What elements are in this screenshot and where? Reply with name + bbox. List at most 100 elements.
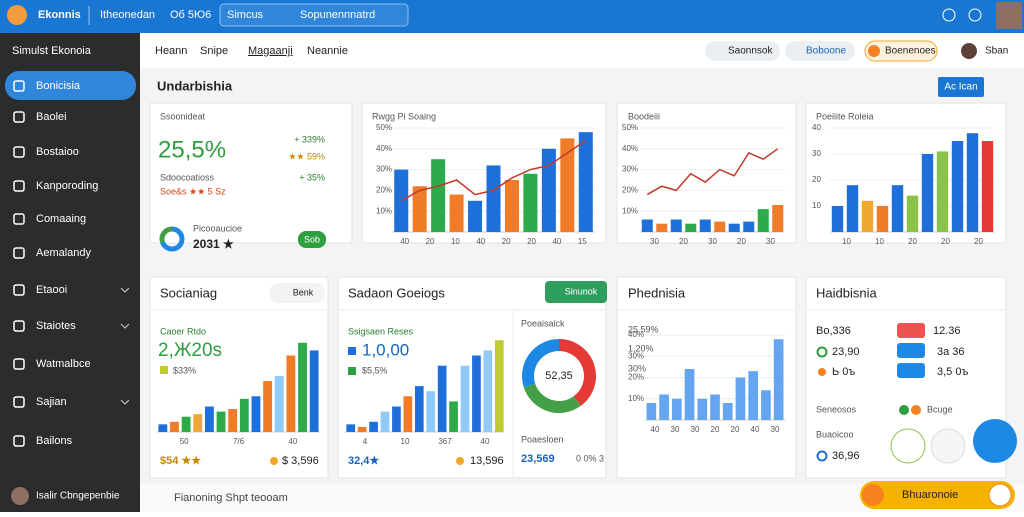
button-label[interactable]: Sob bbox=[304, 234, 320, 244]
active-item[interactable] bbox=[5, 71, 136, 100]
bar bbox=[735, 377, 746, 420]
nav-item[interactable]: Bonicisia bbox=[36, 80, 81, 92]
nav-item[interactable]: Aemalandy bbox=[36, 247, 92, 259]
bar bbox=[437, 365, 447, 432]
y-tick-label: 20% bbox=[376, 186, 392, 195]
side-footer-value: 23,569 bbox=[521, 453, 555, 465]
section-button[interactable] bbox=[938, 77, 984, 97]
tab[interactable]: Neannie bbox=[307, 45, 348, 57]
y-tick-label: 10 bbox=[812, 201, 821, 210]
footer-value: 36,96 bbox=[832, 450, 860, 462]
legend-swatch bbox=[348, 367, 356, 375]
y-tick-label: 10% bbox=[622, 206, 638, 215]
row-label: 23,90 bbox=[832, 346, 860, 358]
row-bar bbox=[897, 363, 925, 378]
section-button-label[interactable]: Ac Ican bbox=[944, 82, 977, 93]
bar bbox=[656, 223, 668, 232]
tab[interactable]: Magaanji bbox=[248, 45, 293, 57]
toolbar-label[interactable]: Saonnsok bbox=[728, 46, 773, 57]
toolbar-button[interactable] bbox=[785, 41, 855, 61]
card-title: Rwgg Pi Soaing bbox=[372, 111, 436, 121]
donut-segment bbox=[523, 383, 581, 413]
icon bbox=[818, 368, 826, 376]
button-label[interactable]: Benk bbox=[293, 287, 314, 297]
icon-button[interactable] bbox=[890, 428, 926, 464]
nav-icon bbox=[13, 247, 25, 259]
search-placeholder[interactable]: Sopunennnatrd bbox=[300, 9, 375, 21]
bar bbox=[216, 411, 226, 432]
bar bbox=[699, 219, 711, 232]
nav-item[interactable]: Staiotes bbox=[36, 320, 76, 332]
bar bbox=[710, 394, 720, 420]
nav-item[interactable]: Sajian bbox=[36, 396, 67, 408]
card-title: Sadaon Goeiogs bbox=[348, 285, 445, 300]
footer-title: Picooaucioe bbox=[193, 223, 242, 233]
bar bbox=[757, 209, 769, 232]
avatar[interactable] bbox=[961, 43, 977, 59]
x-tick-label: 20 bbox=[908, 237, 917, 246]
avatar[interactable] bbox=[996, 2, 1022, 29]
y-tick-label: 30 bbox=[812, 149, 821, 158]
button[interactable] bbox=[298, 231, 326, 248]
bar bbox=[426, 391, 436, 432]
toolbar-button[interactable] bbox=[705, 41, 780, 61]
toolbar-label[interactable]: Boenenoes bbox=[885, 46, 936, 57]
toolbar-label[interactable]: Sban bbox=[985, 46, 1008, 57]
user-avatar[interactable] bbox=[11, 487, 29, 505]
x-tick-label: 7/6 bbox=[233, 437, 245, 446]
nav-item[interactable]: Watmalbce bbox=[36, 358, 91, 370]
x-tick-label: 367 bbox=[438, 437, 452, 446]
toolbar-button[interactable] bbox=[864, 40, 938, 62]
row-bar bbox=[897, 323, 925, 338]
kpi-value: 1,0,00 bbox=[362, 340, 409, 359]
y-tick-label: 20% bbox=[628, 373, 644, 382]
bar bbox=[504, 180, 519, 232]
icon bbox=[816, 346, 828, 358]
settings-icon[interactable] bbox=[968, 8, 982, 22]
nav-item[interactable]: Baolei bbox=[36, 111, 67, 123]
nav-item[interactable]: Etaooi bbox=[36, 284, 67, 296]
footer-title: Buaoicoo bbox=[816, 429, 854, 439]
action-button[interactable] bbox=[860, 481, 1015, 509]
bar bbox=[861, 200, 874, 232]
card-title: Phednisia bbox=[628, 285, 686, 300]
footer-value: $ 3,596 bbox=[282, 455, 319, 467]
bar bbox=[646, 403, 657, 420]
row-value: 3,5 0ъ bbox=[937, 366, 968, 378]
nav-item[interactable]: Bostaioo bbox=[36, 146, 79, 158]
bar bbox=[449, 194, 464, 232]
icon-button[interactable] bbox=[930, 428, 966, 464]
bar bbox=[239, 398, 249, 432]
user-name[interactable]: Isalir Cbngepenbie bbox=[36, 491, 120, 502]
search-box[interactable] bbox=[219, 3, 409, 27]
nav-item[interactable]: Comaaing bbox=[36, 213, 86, 225]
kpi-label: Sdoocoatioss bbox=[160, 172, 215, 182]
donut-segment bbox=[160, 226, 185, 252]
tab[interactable]: Heann bbox=[155, 45, 187, 57]
y-tick-label: 30% bbox=[376, 165, 392, 174]
tab[interactable]: Snipe bbox=[200, 45, 228, 57]
button-label[interactable]: Sinunok bbox=[565, 286, 598, 296]
brand[interactable]: Ekonnis bbox=[38, 9, 81, 21]
y-tick-label: 50% bbox=[622, 123, 638, 132]
side-footer-title: Poaesloen bbox=[521, 434, 564, 444]
info-icon[interactable] bbox=[942, 8, 956, 22]
top-code: Oб 5Ю6 bbox=[170, 9, 211, 21]
top-link[interactable]: Itheonedan bbox=[100, 9, 155, 21]
button[interactable] bbox=[545, 281, 607, 303]
side-title: Poeaisaick bbox=[521, 318, 565, 328]
nav-item[interactable]: Kanporoding bbox=[36, 180, 98, 192]
nav-item[interactable]: Bailons bbox=[36, 435, 73, 447]
x-tick-label: 40 bbox=[481, 437, 490, 446]
bar bbox=[684, 369, 695, 420]
search-scope[interactable]: Simcus bbox=[227, 9, 264, 21]
action-label[interactable]: Bhuaronoie bbox=[902, 489, 958, 501]
kpi-label: 1,20% bbox=[628, 343, 654, 353]
x-tick-label: 40 bbox=[751, 425, 760, 434]
toolbar-label[interactable]: Boboone bbox=[806, 46, 846, 57]
bar bbox=[472, 355, 481, 432]
bar bbox=[728, 223, 740, 232]
fab[interactable] bbox=[973, 419, 1017, 463]
sidebar-title: Simulst Ekonoia bbox=[12, 45, 92, 57]
button[interactable] bbox=[269, 283, 325, 303]
